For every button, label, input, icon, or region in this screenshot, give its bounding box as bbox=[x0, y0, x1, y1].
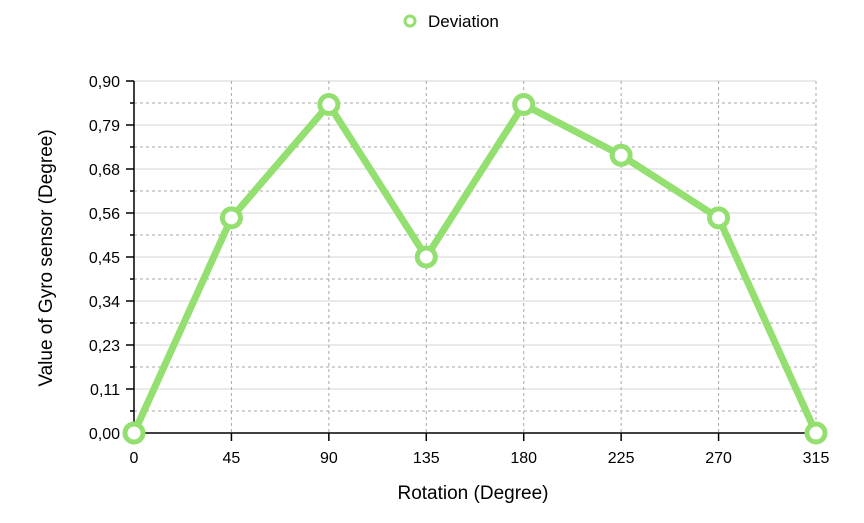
x-tick-label: 225 bbox=[608, 450, 635, 467]
x-tick-labels: 0 45 90 135 180 225 270 315 bbox=[130, 450, 830, 467]
x-tick-label: 135 bbox=[413, 450, 440, 467]
data-point bbox=[512, 92, 536, 116]
legend: Deviation bbox=[403, 12, 499, 31]
y-tick-label: 0,23 bbox=[89, 338, 120, 355]
legend-label-deviation: Deviation bbox=[428, 12, 499, 31]
legend-marker bbox=[403, 14, 417, 28]
y-tick-label: 0,56 bbox=[89, 206, 120, 223]
grid bbox=[134, 80, 817, 433]
y-tick-label: 0,00 bbox=[89, 426, 120, 443]
x-tick-label: 0 bbox=[130, 450, 139, 467]
data-point bbox=[609, 143, 633, 167]
data-point bbox=[122, 421, 146, 445]
data-point bbox=[707, 206, 731, 230]
series-line-deviation bbox=[130, 100, 820, 437]
data-point bbox=[317, 92, 341, 116]
y-tick-labels: 0,00 0,11 0,23 0,34 0,45 0,56 0,68 0,79 0,90 bbox=[89, 74, 120, 443]
x-tick-label: 45 bbox=[223, 450, 241, 467]
axes bbox=[126, 80, 817, 441]
x-tick-label: 180 bbox=[510, 450, 537, 467]
data-point bbox=[804, 421, 828, 445]
x-tick-label: 270 bbox=[705, 450, 732, 467]
y-axis-title: Value of Gyro sensor (Degree) bbox=[36, 129, 57, 386]
data-point bbox=[219, 206, 243, 230]
data-point bbox=[414, 245, 438, 269]
y-tick-label: 0,11 bbox=[90, 382, 120, 399]
y-tick-label: 0,45 bbox=[89, 250, 120, 267]
y-tick-label: 0,68 bbox=[89, 162, 120, 179]
x-axis-title: Rotation (Degree) bbox=[397, 483, 548, 504]
series bbox=[122, 92, 828, 445]
y-tick-label: 0,34 bbox=[89, 294, 120, 311]
x-tick-label: 90 bbox=[320, 450, 338, 467]
x-tick-label: 315 bbox=[803, 450, 830, 467]
y-tick-label: 0,90 bbox=[89, 74, 120, 91]
y-tick-label: 0,79 bbox=[89, 118, 120, 135]
